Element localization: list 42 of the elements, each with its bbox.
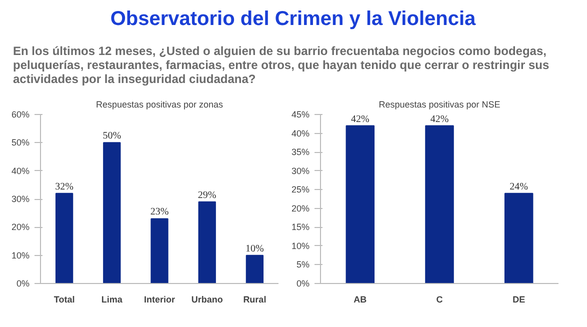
y-tick-label: 40%: [291, 128, 310, 138]
data-label: 50%: [102, 130, 122, 142]
data-label: 29%: [198, 190, 216, 201]
y-tick-label: 40%: [11, 166, 30, 176]
y-tick-label: 30%: [291, 166, 310, 176]
data-label: 32%: [55, 181, 74, 192]
y-tick-label: 20%: [11, 222, 30, 232]
y-tick-label: 0%: [16, 278, 30, 288]
bar: [246, 254, 264, 284]
y-tick-label: 15%: [291, 222, 310, 232]
y-tick-label: 45%: [291, 109, 310, 120]
y-tick-label: 60%: [11, 109, 30, 120]
x-tick-label: Total: [54, 294, 75, 304]
data-label: 42%: [430, 114, 449, 124]
text: En los últimos 12 meses, ¿Usted o alguien de su barrio frecuentaba negocios como bodegas, peluquerías, restaurantes, farmacias, entre otros, que hayan tenido que cerrar o restringir sus actividades por la inseguridad ciudadana?: [13, 44, 550, 87]
bar: [150, 218, 168, 284]
y-tick-label: 10%: [11, 250, 30, 260]
x-tick-label: Lima: [101, 294, 124, 304]
data-label: 24%: [510, 181, 528, 192]
bar: [103, 142, 121, 284]
x-tick-label: AB: [354, 294, 368, 304]
data-label: 42%: [351, 114, 370, 124]
chart-title: Respuestas positivas por NSE: [378, 99, 500, 110]
y-tick-label: 0%: [296, 278, 310, 288]
y-tick-label: 25%: [291, 184, 310, 194]
chart-title: Respuestas positivas por zonas: [96, 99, 224, 110]
bar: [55, 192, 74, 284]
text: Observatorio del Crimen y la Violencia: [110, 7, 476, 32]
x-tick-label: C: [436, 294, 444, 304]
y-tick-label: 20%: [291, 203, 310, 214]
y-tick-label: 30%: [11, 194, 30, 204]
y-tick-label: 5%: [296, 259, 310, 270]
x-tick-label: DE: [512, 294, 526, 304]
x-tick-label: Interior: [144, 294, 176, 304]
data-label: 23%: [150, 206, 169, 218]
x-tick-label: Rural: [243, 294, 266, 304]
y-tick-label: 35%: [291, 146, 310, 157]
y-tick-label: 10%: [291, 240, 310, 251]
y-tick-label: 50%: [11, 137, 30, 148]
data-label: 10%: [246, 243, 264, 254]
x-tick-label: Urbano: [191, 294, 224, 304]
bar: [198, 201, 216, 284]
